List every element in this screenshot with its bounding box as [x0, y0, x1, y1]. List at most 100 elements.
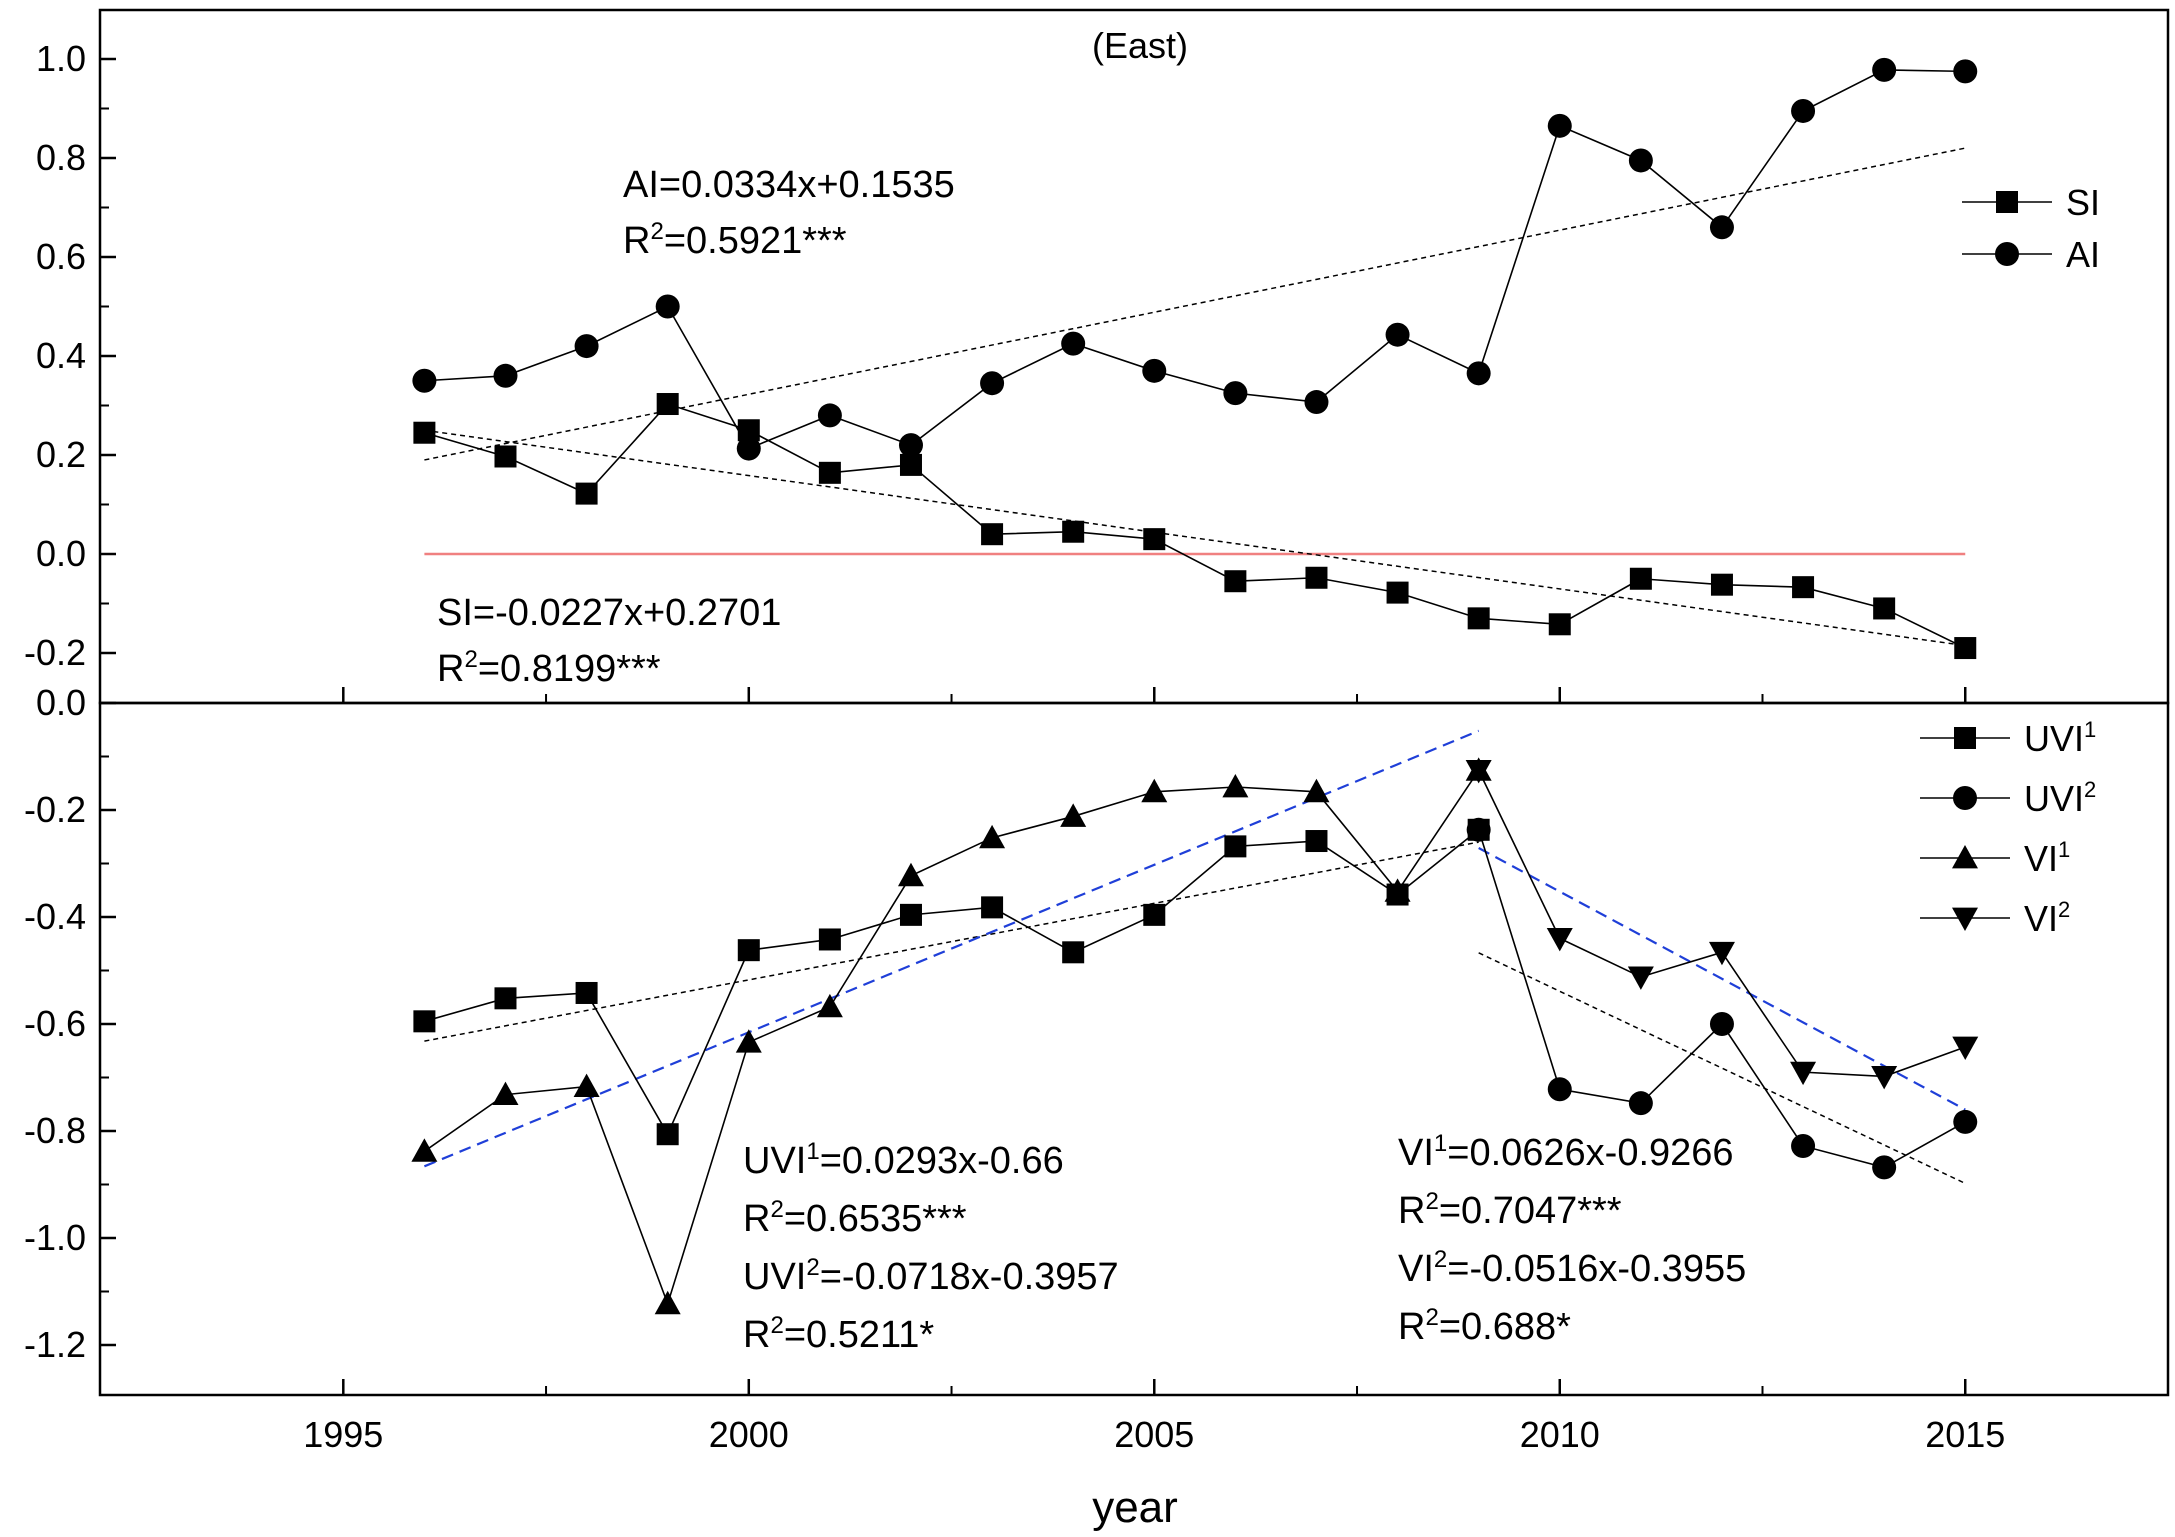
vi1-point	[1384, 878, 1411, 902]
legend-uvi1-marker	[1954, 727, 1976, 749]
uvi1-point	[818, 928, 841, 951]
uvi1-point	[494, 987, 517, 1010]
equation-label: SI=-0.0227x+0.2701	[437, 592, 781, 634]
uvi2-point	[1953, 1109, 1978, 1134]
ai-point	[1466, 361, 1491, 386]
ai-point	[655, 294, 680, 319]
ai-point	[1709, 215, 1734, 240]
si-point	[494, 445, 517, 468]
ai-point	[898, 433, 923, 458]
ai-point	[1304, 390, 1329, 415]
uvi2-point	[1628, 1091, 1653, 1116]
bottom-panel: 0.0 -0.2 -0.4 -0.6 -0.8 -1.0 -1.2 1995 2000 2005…	[24, 682, 2170, 1455]
uvi1-point	[575, 981, 598, 1004]
equation-label: R2=0.5211*	[743, 1312, 934, 1356]
vi1-line	[423, 769, 1480, 1307]
uvi1-point	[981, 896, 1004, 919]
uvi2-point	[1547, 1077, 1572, 1102]
uvi1-point	[1305, 830, 1328, 853]
top-panel-frame	[98, 8, 2170, 705]
vi1-point	[1060, 803, 1087, 827]
equation-label: AI=0.0334x+0.1535	[623, 164, 955, 206]
vi2-point	[1627, 966, 1654, 990]
bottom-y-tick-label: 0.0	[36, 682, 86, 723]
top-y-tick-label: 0.2	[36, 434, 86, 475]
legend-vi2-label: VI2	[2024, 897, 2070, 939]
vi2-point	[1546, 928, 1573, 952]
equation-label: R2=0.7047***	[1398, 1188, 1622, 1232]
ai-point	[980, 371, 1005, 396]
ai-point	[1953, 59, 1978, 84]
uvi1-trend-line	[424, 841, 1479, 1042]
uvi2-point	[1466, 817, 1491, 842]
ai-point	[412, 368, 437, 393]
ai-point	[1142, 358, 1167, 383]
bottom-series	[411, 757, 1979, 1315]
si-point	[1710, 573, 1733, 596]
bottom-y-tick-label: -0.4	[24, 896, 86, 937]
uvi2-line	[1477, 829, 1966, 1169]
vi2-point	[1952, 1036, 1979, 1061]
si-trend-line	[424, 429, 1966, 647]
legend-vi1-marker	[1952, 845, 1978, 869]
si-line	[424, 403, 1966, 649]
equation-label: UVI1=0.0293x-0.66	[743, 1138, 1064, 1182]
top-panel: 1.0 0.8 0.6 0.4 0.2 0.0 -0.2 (East) AI=0.0334x…	[24, 8, 2170, 705]
vi1-point	[573, 1073, 600, 1097]
uvi1-point	[656, 1123, 679, 1146]
equation-label: R2=0.6535***	[743, 1196, 967, 1240]
ai-point	[1547, 113, 1572, 138]
bottom-y-tick-label: -1.0	[24, 1217, 86, 1258]
top-y-tick-label: 1.0	[36, 38, 86, 79]
si-point	[1143, 528, 1166, 551]
si-point	[899, 453, 922, 476]
legend-uvi2-label: UVI2	[2024, 777, 2096, 819]
ai-line	[424, 69, 1966, 450]
si-point	[1386, 581, 1409, 604]
si-point	[1548, 613, 1571, 636]
equation-label: VI1=0.0626x-0.9266	[1398, 1130, 1734, 1174]
top-series	[412, 57, 1978, 660]
x-tick-label: 1995	[303, 1414, 383, 1455]
ai-point	[1061, 331, 1086, 356]
vi1-point	[1303, 778, 1330, 803]
vi2-point	[1708, 941, 1735, 966]
equation-label: UVI2=-0.0718x-0.3957	[743, 1254, 1119, 1298]
vi2-point	[1790, 1061, 1817, 1086]
equation-label: VI2=-0.0516x-0.3955	[1398, 1246, 1746, 1290]
top-y-tick-label: -0.2	[24, 632, 86, 673]
vi1-point	[1222, 773, 1249, 798]
x-tick-label: 2010	[1520, 1414, 1600, 1455]
x-axis-title: year	[1092, 1483, 1178, 1532]
panel-title: (East)	[1092, 25, 1188, 66]
si-point	[737, 419, 760, 442]
vi2-point	[1871, 1066, 1898, 1090]
uvi1-point	[1143, 903, 1166, 926]
equation-label: R2=0.688*	[1398, 1304, 1571, 1348]
si-point	[1629, 567, 1652, 590]
uvi1-line	[424, 829, 1480, 1136]
vi1-point	[735, 1029, 762, 1053]
legend-vi2-marker	[1952, 907, 1978, 931]
ai-point	[493, 363, 518, 388]
uvi1-point	[899, 903, 922, 926]
si-point	[656, 393, 679, 416]
ai-point	[574, 334, 599, 359]
equation-label: R2=0.5921***	[623, 218, 847, 262]
ai-point	[1385, 322, 1410, 347]
uvi2-point	[1791, 1133, 1816, 1158]
vi1-point	[979, 824, 1006, 849]
uvi1-point	[1224, 835, 1247, 858]
legend-uvi1-label: UVI1	[2024, 717, 2096, 759]
bottom-annotations: UVI1=0.0293x-0.66 R2=0.6535*** UVI2=-0.071…	[743, 1130, 1746, 1356]
equation-label: R2=0.8199***	[437, 646, 661, 690]
uvi2-point	[1709, 1012, 1734, 1036]
vi2-point	[1465, 760, 1492, 784]
ai-point	[1628, 148, 1653, 173]
legend-ai-marker	[1995, 242, 2019, 266]
bottom-y-tick-label: -0.8	[24, 1110, 86, 1151]
top-annotations: AI=0.0334x+0.1535 R2=0.5921*** SI=-0.0227x…	[437, 164, 955, 690]
x-tick-label: 2005	[1114, 1414, 1194, 1455]
uvi1-point	[1062, 941, 1085, 964]
legend-vi1-label: VI1	[2024, 837, 2070, 879]
